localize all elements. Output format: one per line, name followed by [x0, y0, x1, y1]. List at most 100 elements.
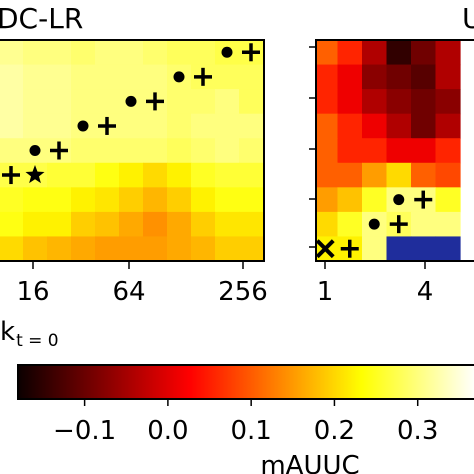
marker-plus	[340, 239, 359, 258]
heatmap-cell	[362, 64, 388, 90]
heatmap-cell	[0, 236, 24, 261]
heatmap-cell	[191, 211, 216, 238]
heatmap-cell	[143, 187, 168, 213]
heatmap-cell	[95, 211, 120, 238]
left-title: DC-LR	[0, 2, 83, 35]
heatmap-cell	[191, 138, 216, 164]
heatmap-cell	[143, 211, 168, 238]
heatmap-cell	[191, 162, 216, 188]
heatmap-cell	[435, 187, 461, 213]
heatmap-cell	[0, 138, 24, 164]
heatmap-cell	[411, 138, 437, 164]
heatmap-cell	[191, 236, 216, 261]
heatmap-cell	[215, 89, 240, 115]
heatmap-cell	[362, 113, 388, 139]
heatmap-cell	[316, 64, 339, 90]
heatmap-cell	[47, 211, 72, 238]
heatmap-cell	[411, 64, 437, 90]
heatmap-cell	[71, 162, 96, 188]
heatmap-cell	[337, 187, 363, 213]
heatmap-cell	[167, 162, 192, 188]
heatmap-cell	[435, 162, 461, 188]
heatmap-cell	[23, 64, 48, 90]
marker-dot	[77, 120, 89, 132]
heatmap-left	[0, 40, 264, 261]
colorbar-tick-label: 0.2	[314, 416, 355, 446]
left-axes-frame	[0, 39, 265, 262]
marker-dot	[393, 194, 405, 206]
heatmap-cell	[215, 187, 240, 213]
heatmap-cell	[71, 236, 96, 261]
marker-plus	[242, 43, 260, 62]
heatmap-cell	[386, 162, 412, 188]
heatmap-cell	[435, 113, 461, 139]
heatmap-cell	[337, 211, 363, 238]
heatmap-cell	[95, 40, 120, 66]
heatmap-cell	[191, 40, 216, 66]
heatmap-cell	[143, 236, 168, 261]
heatmap-cell	[386, 64, 412, 90]
heatmap-cell	[47, 162, 72, 188]
heatmap-cell	[71, 187, 96, 213]
heatmap-cell	[0, 89, 24, 115]
heatmap-cell	[316, 187, 339, 213]
heatmap-cell	[386, 138, 412, 164]
heatmap-cell	[167, 113, 192, 139]
colorbar-ticks: −0.1 0.0 0.1 0.2 0.3	[53, 399, 438, 446]
heatmap-cell	[337, 89, 363, 115]
heatmap-cell	[316, 40, 339, 66]
right-title-fragment: U	[462, 2, 474, 35]
heatmap-cell	[95, 89, 120, 115]
heatmap-cell	[435, 211, 461, 238]
heatmap-cell	[167, 187, 192, 213]
heatmap-cell	[411, 211, 437, 238]
heatmap-cell	[316, 89, 339, 115]
heatmap-cell	[215, 113, 240, 139]
heatmap-cell	[239, 138, 264, 164]
marker-dot	[125, 95, 137, 107]
heatmap-cell	[0, 64, 24, 90]
heatmap-cell	[386, 113, 412, 139]
heatmap-cell	[23, 211, 48, 238]
heatmap-cell	[435, 236, 461, 261]
marker-dot	[368, 218, 380, 230]
heatmap-cell	[71, 138, 96, 164]
heatmap-cell	[119, 40, 144, 66]
heatmap-cell	[411, 236, 437, 261]
heatmap-cell	[47, 89, 72, 115]
heatmap-cell	[47, 40, 72, 66]
marker-plus	[2, 166, 20, 185]
heatmap-cell	[71, 40, 96, 66]
right-x-ticks: 1 4	[317, 261, 433, 307]
xlabel-main: k	[0, 317, 15, 347]
right-xtick-label: 1	[317, 277, 334, 307]
heatmap-cell	[239, 113, 264, 139]
heatmap-cell	[435, 138, 461, 164]
heatmap-cell	[119, 187, 144, 213]
heatmap-cell	[23, 40, 48, 66]
heatmap-cell	[337, 138, 363, 164]
heatmap-cell	[0, 113, 24, 139]
heatmap-cell	[435, 89, 461, 115]
heatmap-cell	[215, 138, 240, 164]
heatmap-cell	[386, 89, 412, 115]
heatmap-cell	[167, 40, 192, 66]
markers-right	[315, 190, 433, 259]
heatmap-cell	[239, 211, 264, 238]
heatmap-cell	[119, 64, 144, 90]
heatmap-cell	[239, 187, 264, 213]
heatmap-cell	[71, 64, 96, 90]
heatmap-cell	[316, 162, 339, 188]
marker-plus	[389, 215, 408, 234]
heatmap-cell	[362, 40, 388, 66]
heatmap-cell	[167, 236, 192, 261]
heatmap-cell	[119, 236, 144, 261]
heatmap-cell	[386, 40, 412, 66]
marker-dot	[221, 46, 233, 58]
heatmap-cell	[191, 89, 216, 115]
heatmap-cell	[71, 89, 96, 115]
heatmap-cell	[95, 138, 120, 164]
heatmap-cell	[47, 236, 72, 261]
heatmap-cell	[411, 40, 437, 66]
